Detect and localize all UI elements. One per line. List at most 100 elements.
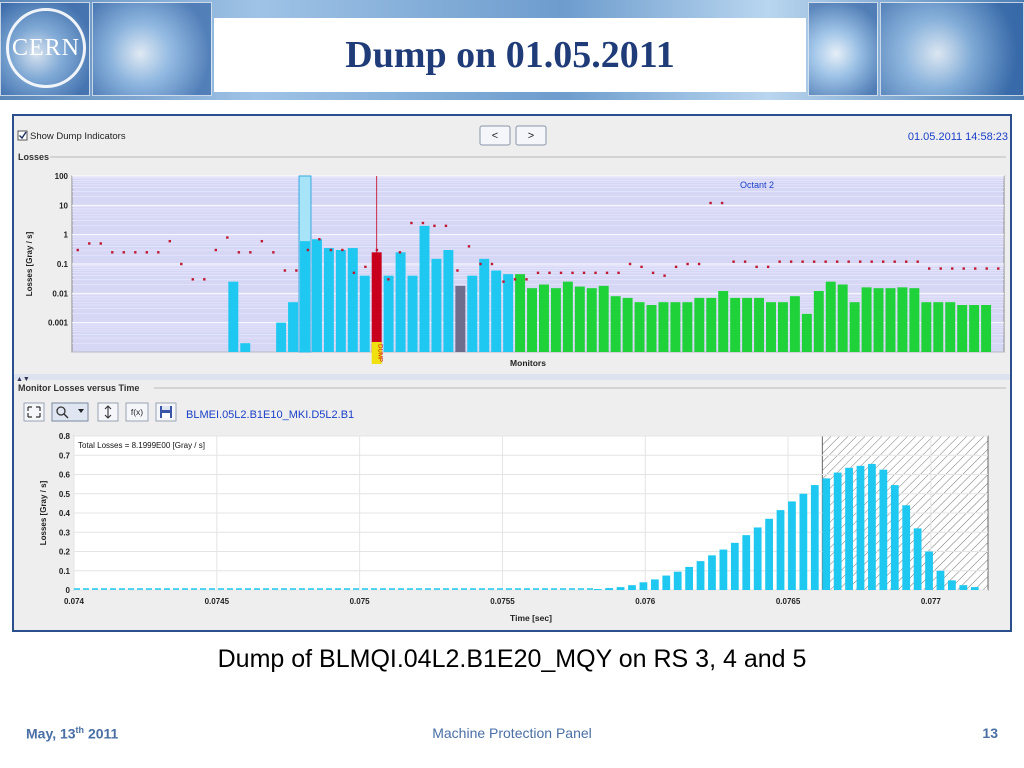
- threshold-dot: [847, 260, 850, 263]
- vertical-scale-icon: [104, 405, 112, 419]
- monitor-bar: [909, 288, 920, 352]
- threshold-dot: [916, 260, 919, 263]
- monitor-bar: [742, 297, 753, 352]
- threshold-dot: [180, 262, 183, 266]
- monitor-bar: [945, 302, 956, 352]
- prev-button[interactable]: <: [479, 125, 511, 146]
- monitor-time-chart: 0.8 0.7 0.6 0.5 0.4 0.3 0.2 0.1 0 0.074 0.0745 0.07…: [39, 432, 989, 623]
- panel-splitter[interactable]: [14, 374, 1010, 380]
- monitor-bar: [359, 275, 370, 352]
- monitor-bar: [789, 296, 800, 352]
- time-bar: [856, 465, 865, 590]
- monitor-bar: [586, 288, 597, 352]
- time-bar: [890, 485, 899, 590]
- threshold-dot: [812, 260, 816, 263]
- threshold-dot: [410, 221, 413, 225]
- threshold-dot: [893, 260, 896, 263]
- monitor-bar: [550, 288, 561, 352]
- time-bar: [936, 570, 945, 590]
- threshold-dot: [318, 238, 321, 241]
- time-bar: [799, 493, 808, 590]
- monitor-bar: [754, 297, 765, 352]
- slide-title-box: Dump on 01.05.2011: [214, 18, 806, 92]
- time-bar: [833, 472, 842, 590]
- monitor-bar: [467, 275, 478, 352]
- time-bar: [879, 469, 888, 590]
- monitor-bar: [276, 322, 287, 352]
- threshold-dot: [628, 262, 632, 266]
- monitor-bar: [407, 275, 418, 352]
- monitor-bar: [335, 250, 346, 352]
- monitor-bar: [670, 302, 681, 352]
- threshold-dot: [605, 271, 609, 275]
- monitor-bar: [801, 313, 812, 352]
- monitor-bar: [371, 252, 382, 352]
- losses-y-tick: 100: [55, 172, 69, 181]
- threshold-dot: [490, 262, 494, 266]
- losses-y-tick: 0.1: [57, 260, 69, 269]
- monitor-bar: [706, 297, 717, 352]
- time-bar: [765, 518, 773, 590]
- threshold-dot: [444, 224, 448, 228]
- reset-zoom-icon: [27, 406, 41, 418]
- time-x-tick: 0.0745: [205, 597, 230, 606]
- reset-zoom-button[interactable]: [23, 402, 45, 422]
- banner-tile: [880, 2, 1024, 96]
- monitor-bar: [300, 241, 310, 352]
- next-button[interactable]: >: [515, 125, 547, 146]
- threshold-dot: [559, 271, 563, 275]
- monitor-bar: [228, 281, 239, 352]
- threshold-dot: [134, 251, 137, 254]
- vertical-scale-button[interactable]: [97, 402, 119, 422]
- footer-center: Machine Protection Panel: [432, 725, 592, 741]
- monitor-bar: [694, 297, 705, 352]
- monitor-bar: [634, 302, 645, 352]
- threshold-dot: [904, 260, 908, 263]
- save-button[interactable]: [155, 402, 177, 422]
- zoom-dropdown-button[interactable]: [51, 402, 89, 422]
- monitor-bar: [897, 287, 908, 352]
- monitor-bar: [718, 291, 729, 352]
- monitor-bar: [383, 275, 394, 352]
- threshold-dot: [249, 251, 252, 254]
- monitor-bar: [622, 297, 633, 352]
- threshold-dot: [686, 262, 689, 266]
- time-bar: [708, 555, 716, 590]
- time-bar: [673, 571, 682, 590]
- threshold-dot: [824, 260, 827, 263]
- time-bar: [628, 585, 636, 590]
- dropdown-arrow-icon: [78, 409, 84, 413]
- function-icon: f(x): [131, 407, 143, 417]
- monitor-name: BLMEI.05L2.B1E10_MKI.D5L2.B1: [186, 409, 354, 421]
- time-bar: [788, 501, 796, 590]
- monitor-bar: [981, 305, 992, 352]
- time-bar: [868, 463, 876, 590]
- threshold-dot: [525, 278, 528, 281]
- monitor-bar: [574, 286, 585, 352]
- threshold-dot: [720, 201, 724, 205]
- threshold-dot: [122, 251, 125, 254]
- threshold-dot: [663, 274, 666, 277]
- monitor-bar: [766, 302, 776, 352]
- threshold-dot: [697, 262, 701, 266]
- monitor-bar: [873, 288, 884, 352]
- time-bar: [616, 587, 625, 590]
- time-bar: [696, 561, 705, 590]
- cern-logo: CERN: [6, 8, 86, 88]
- time-bar: [902, 505, 911, 590]
- threshold-dot: [835, 260, 839, 263]
- splitter-arrows-icon[interactable]: ▲▼: [16, 376, 30, 383]
- monitor-bar: [443, 250, 454, 352]
- function-button[interactable]: f(x): [125, 402, 149, 422]
- threshold-dot: [928, 267, 931, 270]
- time-bar: [925, 551, 933, 590]
- show-dump-checkbox[interactable]: [17, 130, 28, 141]
- time-y-tick: 0.7: [59, 451, 71, 460]
- time-bar: [605, 588, 614, 590]
- losses-y-tick: 0.01: [52, 289, 68, 298]
- monitor-bar: [395, 252, 406, 352]
- monitor-bar: [311, 239, 322, 352]
- threshold-dot: [456, 269, 459, 272]
- threshold-dot: [341, 248, 344, 252]
- threshold-dot: [203, 278, 206, 281]
